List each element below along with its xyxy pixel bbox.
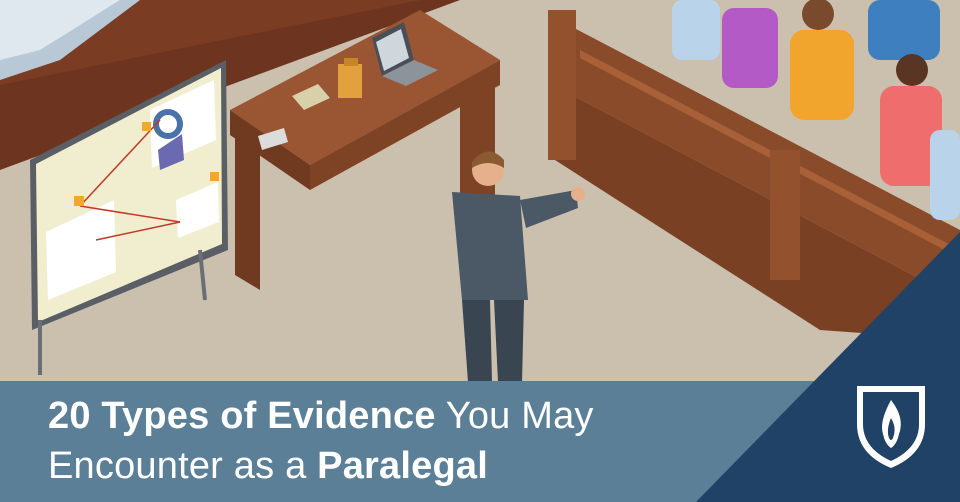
jurors: [672, 0, 960, 220]
title-regular-2: Encounter as a: [48, 445, 318, 487]
title-line-2: Encounter as a Paralegal: [48, 441, 748, 491]
flame-shield-icon: [857, 386, 925, 468]
article-title: 20 Types of Evidence You May Encounter a…: [48, 391, 748, 491]
evidence-items: [258, 22, 438, 150]
title-regular-1: You May: [435, 395, 594, 437]
jury-box: [548, 10, 960, 340]
title-bold-1: 20 Types of Evidence: [48, 395, 436, 437]
title-bold-2: Paralegal: [317, 445, 488, 487]
title-line-1: 20 Types of Evidence You May: [48, 391, 748, 441]
lawyer-figure: [452, 151, 585, 382]
evidence-board: [30, 60, 228, 375]
